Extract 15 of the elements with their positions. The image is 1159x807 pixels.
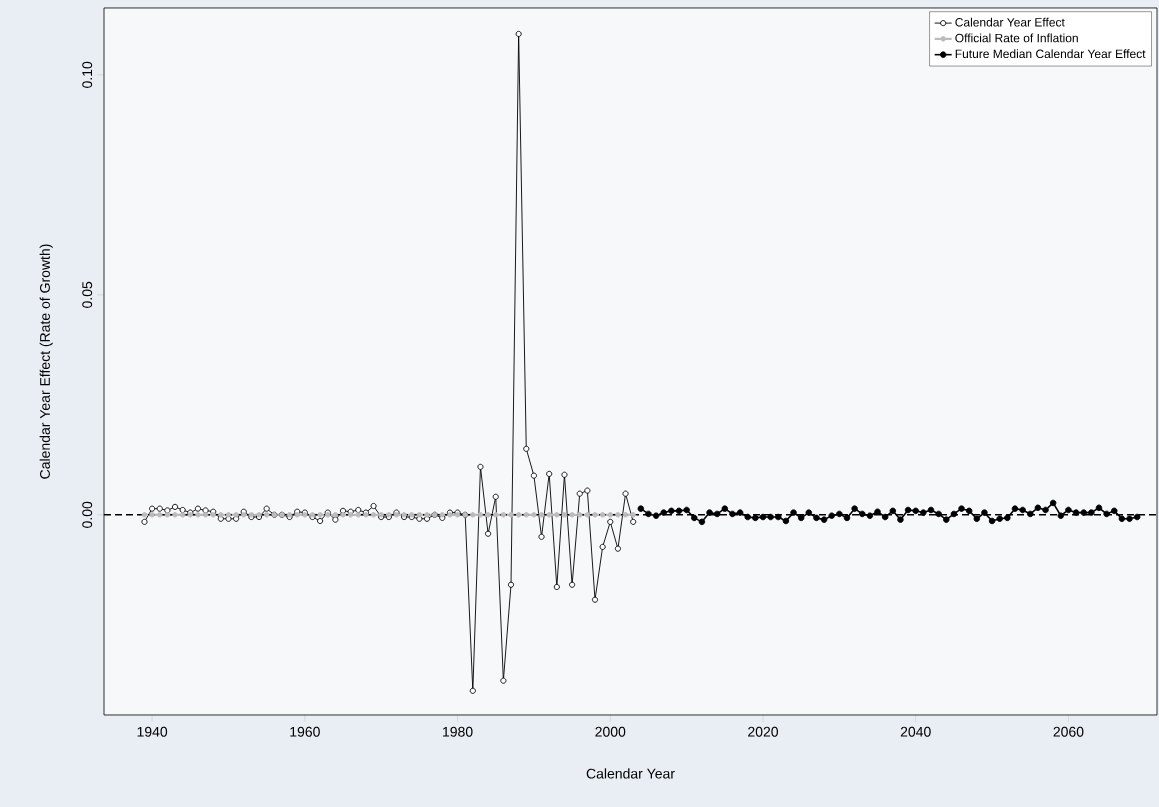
x-tick-label: 1940 [137, 726, 168, 737]
x-tick-label: 1960 [290, 726, 320, 737]
x-tick-label: 2060 [1053, 726, 1084, 737]
y-axis-title: Calendar Year Effect (Rate of Growth) [39, 244, 53, 479]
y-tick-label: 0.10 [82, 61, 93, 88]
x-tick-label: 2040 [900, 726, 931, 737]
x-tick-label: 2000 [595, 726, 626, 737]
legend-label: Official Rate of Inflation [955, 33, 1078, 43]
x-tick-label: 2020 [748, 726, 779, 737]
y-tick-label: 0.05 [82, 281, 93, 308]
legend-label: Future Median Calendar Year Effect [955, 49, 1146, 59]
y-tick-label: 0.00 [82, 501, 93, 528]
x-tick-label: 1980 [443, 726, 473, 737]
x-axis-title: Calendar Year [586, 768, 675, 779]
legend-label: Calendar Year Effect [955, 17, 1065, 27]
